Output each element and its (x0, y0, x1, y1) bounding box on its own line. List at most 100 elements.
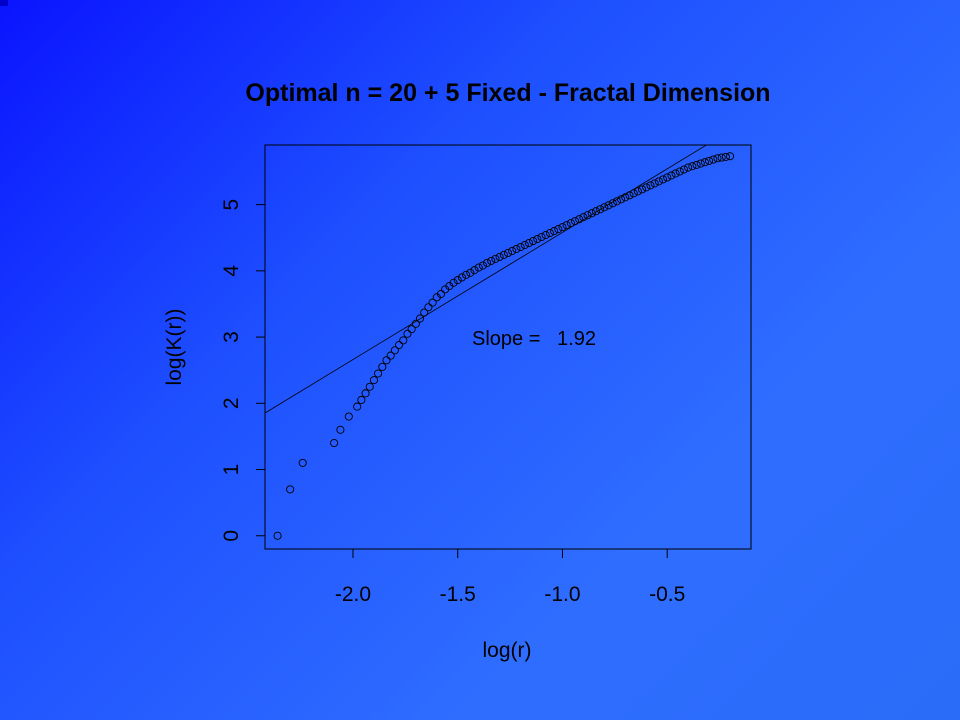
data-point (541, 231, 550, 240)
data-point (336, 425, 345, 434)
data-point (654, 177, 663, 186)
data-point (357, 395, 366, 405)
data-point (612, 197, 621, 206)
data-point (407, 325, 416, 334)
data-point (658, 175, 668, 184)
data-point (650, 179, 659, 188)
fit-line (265, 145, 708, 414)
data-point (361, 389, 370, 398)
x-tick-label: -1.5 (440, 583, 476, 606)
data-point (570, 217, 580, 226)
data-point (512, 244, 521, 254)
data-point (524, 238, 533, 248)
data-point (629, 189, 638, 198)
data-point (428, 298, 437, 307)
data-point (642, 183, 651, 192)
y-tick-label: 4 (220, 265, 243, 277)
data-point (621, 193, 630, 202)
data-point (633, 187, 642, 196)
data-point (386, 351, 395, 360)
data-point (286, 485, 295, 494)
data-point (575, 215, 584, 224)
data-point (596, 205, 605, 214)
data-point (436, 289, 446, 299)
data-point (579, 213, 588, 222)
data-point (390, 346, 399, 355)
data-point (562, 221, 571, 230)
data-point (411, 319, 420, 328)
slope-annotation: Slope = 1.92 (472, 328, 596, 350)
data-point (495, 252, 504, 261)
data-point (721, 152, 730, 161)
data-point (378, 362, 387, 371)
data-point (462, 270, 471, 279)
x-tick-label: -0.5 (649, 583, 685, 606)
y-tick-label: 2 (220, 397, 243, 409)
data-point (533, 234, 542, 244)
data-point (688, 162, 697, 171)
data-point (457, 273, 466, 282)
y-tick-label: 0 (220, 530, 243, 542)
data-point (470, 266, 479, 275)
data-point (692, 160, 701, 169)
data-point (365, 382, 374, 391)
data-point (516, 242, 525, 252)
data-point (550, 227, 559, 236)
data-point (424, 303, 433, 312)
data-point (608, 199, 617, 208)
data-point (420, 308, 429, 317)
data-point (478, 261, 487, 270)
x-axis-label: log(r) (482, 639, 531, 662)
data-point (474, 263, 483, 272)
x-tick-label: -2.0 (335, 583, 371, 606)
y-axis: 0 1 2 3 4 5 (220, 199, 266, 542)
data-point (487, 256, 496, 265)
data-point (403, 329, 412, 338)
data-point (369, 376, 378, 385)
data-point (554, 225, 563, 234)
data-point (713, 154, 722, 163)
data-point (537, 233, 546, 242)
data-point (583, 211, 592, 220)
data-point (449, 278, 458, 287)
data-point (545, 229, 554, 238)
data-point (663, 173, 672, 182)
data-point (382, 356, 391, 365)
data-point (374, 369, 383, 378)
data-point (566, 219, 575, 228)
data-point (604, 201, 613, 210)
data-point (700, 158, 709, 167)
data-point (491, 254, 500, 263)
data-point (466, 268, 475, 277)
data-point (675, 167, 684, 176)
data-point (705, 156, 714, 165)
fit-line-layer (265, 145, 708, 414)
corner-mark (0, 0, 8, 6)
data-point (273, 531, 282, 540)
data-point (625, 191, 634, 200)
data-point (499, 250, 508, 259)
data-point (726, 152, 735, 161)
data-point (587, 209, 596, 218)
x-tick-label: -1.0 (544, 583, 580, 606)
data-point (529, 236, 538, 246)
data-point (298, 458, 307, 467)
data-point (679, 165, 689, 174)
x-axis: -2.0 -1.5 -1.0 -0.5 (335, 548, 685, 606)
data-point (344, 412, 353, 421)
data-point (415, 314, 425, 323)
y-axis-label: log(K(r)) (163, 309, 186, 386)
y-tick-label: 3 (220, 331, 243, 343)
data-point (646, 181, 655, 190)
data-point (709, 155, 718, 164)
data-point (483, 258, 492, 267)
data-point (520, 240, 529, 250)
data-point (558, 223, 567, 232)
data-point (453, 276, 462, 285)
data-point (600, 203, 609, 212)
chart-title: Optimal n = 20 + 5 Fixed - Fractal Dimen… (245, 79, 770, 107)
data-point (508, 246, 517, 256)
data-point (353, 402, 362, 411)
